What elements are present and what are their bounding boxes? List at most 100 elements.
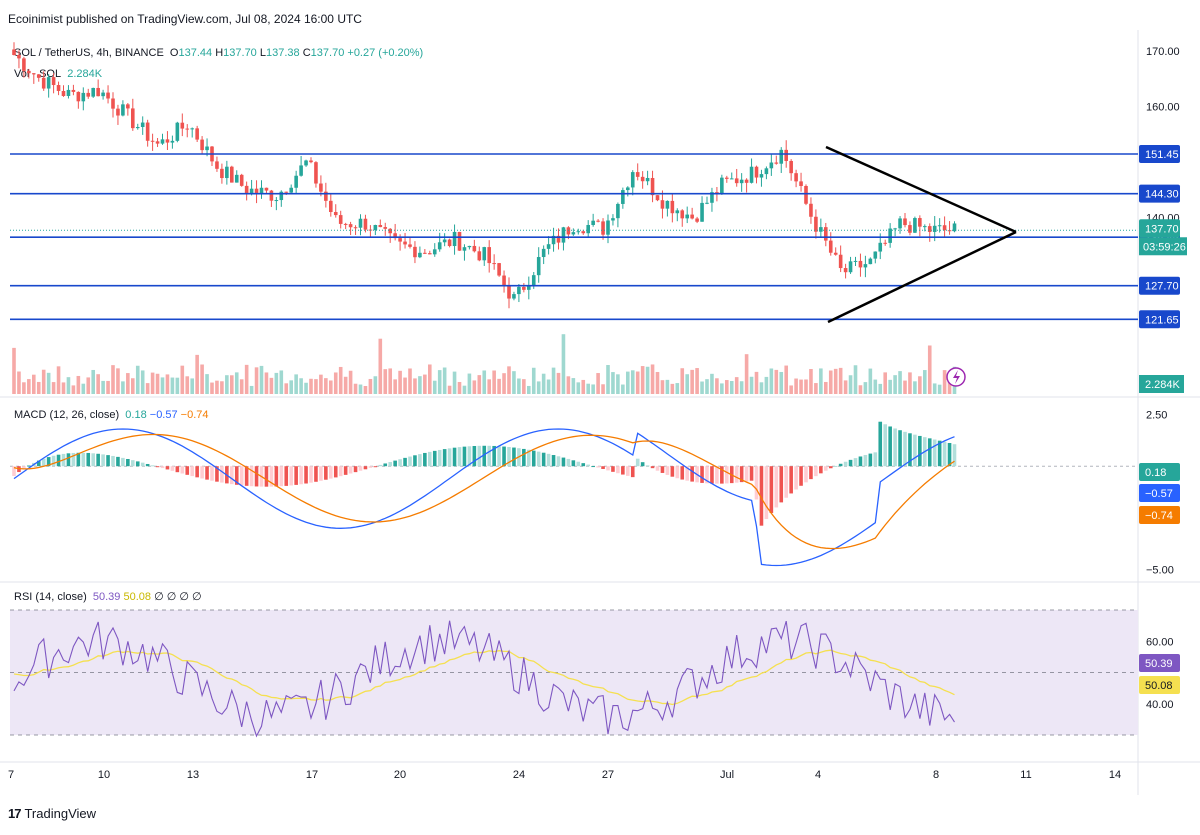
volume-bar [135,365,140,394]
macd-hist-bar [527,449,531,467]
candle-body [690,214,694,219]
time-tick-20: 20 [394,769,406,781]
horizontal-levels[interactable] [10,153,1138,321]
macd-hist-bar [932,439,937,467]
price-axis[interactable]: 170.00160.00140.00110.002.50−5.0060.0040… [1146,46,1180,711]
macd-hist-bar [274,466,279,487]
macd-hist-bar [200,466,204,479]
tradingview-logo-icon: 17 [8,806,22,821]
macd-hist-bar [279,466,284,487]
macd-hist-bar [309,466,313,483]
candle-body [848,261,853,273]
volume-bar [106,380,110,394]
candle-body [175,122,180,141]
volume-bar [294,374,298,394]
volume-bar [596,373,600,394]
macd-hist-bar [155,466,160,468]
candle-body [452,231,457,247]
volume-bar [111,365,115,394]
volume-bar [329,380,333,394]
time-tick-8: 8 [933,769,939,781]
volume-label[interactable]: Vol · SOL [14,68,62,80]
high-value: 137.70 [223,47,257,59]
candle-body [685,214,689,219]
candle-body [324,191,328,201]
candle-body [259,187,264,194]
candle-body [101,92,105,97]
rsi-line [13,620,955,738]
macd-hist-bar [215,466,219,482]
volume-bar [720,383,724,394]
macd-hist-bar [720,466,724,484]
time-axis[interactable]: 7 10 13 17 20 24 27 Jul 4 8 11 14 [8,769,1121,781]
volume-bar [502,373,506,394]
level-label-144.30: 144.30 [1145,189,1179,201]
macd-hist-bar [195,466,199,478]
macd-hist-bar [556,456,561,467]
macd-hist-bar [205,466,209,480]
macd-hist-bar [918,435,922,467]
macd-hist-bar [858,456,863,467]
macd-hist-bar [22,466,26,469]
candle-body [779,149,784,164]
time-tick-7: 7 [8,769,14,781]
time-tick-Jul: Jul [720,769,734,781]
macd-title[interactable]: MACD (12, 26, close) [14,409,120,421]
volume-bar [824,381,828,394]
rsi-ma-value: 50.08 [123,591,151,603]
volume-bar [289,380,293,394]
candle-body [155,141,160,144]
macd-hist-bar [150,465,155,467]
candle-body [729,178,734,180]
volume-bar [61,382,66,394]
time-tick-14: 14 [1109,769,1121,781]
macd-hist-bar [230,466,234,485]
alert-icon[interactable] [946,367,966,387]
macd-hist-bar [502,446,506,467]
macd-hist-bar [769,466,774,513]
macd-hist-bar [86,452,91,467]
macd-hist-bar [408,456,412,467]
volume-bar [76,375,81,394]
triangle-pattern[interactable] [825,145,1017,324]
rsi-title[interactable]: RSI (14, close) [14,591,87,603]
volume-bar [81,383,86,394]
macd-hist-bar [482,445,487,467]
candle-body [12,49,16,55]
volume-bar [41,369,46,394]
symbol-label[interactable]: SOL / TetherUS, 4h, BINANCE [14,47,164,59]
volume-bar [239,379,244,394]
candle-body [566,227,571,235]
candle-body [665,200,670,209]
candle-body [611,218,615,221]
candle-body [626,187,630,191]
candle-body [601,221,605,235]
candle-body [888,228,892,243]
macd-hist-bar [432,450,437,467]
volume-bar [828,370,833,394]
volume-bar [784,365,788,394]
volume-bar [180,365,185,394]
volume-bar [804,379,808,394]
volume-bar [309,378,313,394]
candle-body [507,285,511,299]
macd-hist-bar [81,452,86,467]
volume-bar [527,385,531,394]
tradingview-logo[interactable]: 17 TradingView [8,806,96,821]
candle-body [804,185,808,204]
candle-body [145,122,150,141]
volume-bar [769,368,774,394]
volume-bar [121,381,125,394]
publisher-header: Ecoinimist published on TradingView.com,… [8,12,362,26]
volume-bar [853,365,858,394]
macd-hist-bar [621,466,625,475]
macd-hist-bar [586,464,590,467]
candle-body [937,225,942,227]
macd-tick: −5.00 [1146,565,1174,577]
macd-hist-bar [437,449,442,467]
candle-body [878,242,883,252]
candle-body [106,92,110,99]
volume-bar [759,382,764,394]
macd-hist-bar [140,462,145,467]
